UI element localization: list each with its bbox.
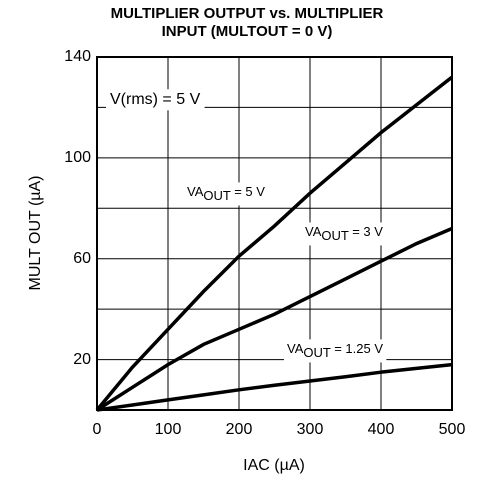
series-label-text: VAOUT = 5 V: [187, 184, 265, 203]
y-tick-label: 20: [73, 351, 91, 368]
chart-title: INPUT (MULTOUT = 0 V): [162, 23, 333, 40]
series-label: VAOUT = 5 V: [184, 182, 269, 206]
y-tick-label: 100: [64, 149, 91, 166]
label-rest: = 1.25 V: [331, 341, 384, 356]
line-series: [95, 75, 454, 412]
label-rest: = 3 V: [349, 224, 384, 239]
annotation: V(rms) = 5 V: [110, 91, 201, 108]
series-label: VAOUT = 1.25 V: [284, 339, 387, 363]
label-sub: OUT: [321, 228, 349, 243]
x-axis-label: IAC (µA): [243, 457, 305, 474]
series-label-bg: [184, 182, 269, 206]
x-tick-label: 100: [155, 421, 182, 438]
y-tick-label: 140: [64, 48, 91, 65]
series-label: VAOUT = 3 V: [302, 222, 387, 246]
plot-frame: [96, 56, 453, 411]
annotation-bg: [106, 89, 205, 111]
line-series: [96, 362, 453, 412]
y-axis-label: MULT OUT (µA): [27, 176, 44, 291]
series-label-text: VAOUT = 1.25 V: [287, 341, 383, 360]
y-tick-label: 60: [73, 250, 91, 267]
label-rest: = 5 V: [231, 184, 266, 199]
label-sub: OUT: [303, 345, 331, 360]
label-main: VA: [287, 341, 304, 356]
series-label-bg: [284, 339, 387, 363]
x-tick-label: 200: [226, 421, 253, 438]
x-tick-label: 300: [297, 421, 324, 438]
series-label-text: VAOUT = 3 V: [305, 224, 383, 243]
label-sub: OUT: [203, 188, 231, 203]
label-main: VA: [305, 224, 322, 239]
x-tick-label: 500: [439, 421, 466, 438]
x-tick-label: 0: [93, 421, 102, 438]
series-label-bg: [302, 222, 387, 246]
x-tick-label: 400: [368, 421, 395, 438]
line-series: [96, 226, 453, 412]
label-main: VA: [187, 184, 204, 199]
chart-title: MULTIPLIER OUTPUT vs. MULTIPLIER: [111, 5, 384, 22]
